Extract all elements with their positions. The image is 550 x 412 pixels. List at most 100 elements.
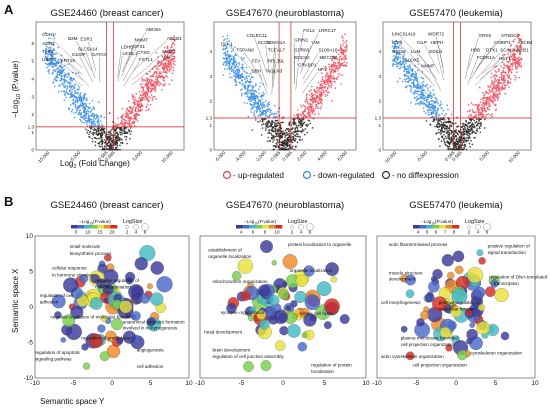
volcano-point [475, 113, 478, 116]
volcano-point [172, 67, 175, 69]
volcano-point [257, 96, 259, 98]
volcano-point [103, 145, 106, 147]
volcano-point [146, 94, 149, 97]
legend-down-label: - down-regulated [313, 171, 375, 180]
gene-leader-line [117, 49, 122, 78]
volcano-point [464, 145, 467, 147]
volcano-point [517, 66, 519, 68]
volcano-point [130, 122, 133, 125]
volcano-point [489, 98, 492, 100]
volcano-point [416, 102, 419, 105]
volcano-point [298, 118, 301, 121]
volcano-point [126, 107, 129, 110]
volcano-point [222, 74, 225, 76]
volcano-point [168, 83, 171, 86]
volcano-point [123, 125, 126, 127]
legend-down-marker [302, 170, 312, 180]
volcano-point [173, 57, 175, 60]
volcano-point [50, 54, 53, 56]
volcano-point [137, 113, 140, 116]
volcano-point [509, 55, 511, 58]
volcano-point [81, 104, 83, 107]
volcano-point [453, 144, 456, 147]
volcano-point [334, 81, 336, 83]
x-tick-label: -4,000 [234, 150, 247, 163]
volcano-point [230, 55, 232, 57]
volcano-point [456, 148, 459, 151]
y-tick-label: 0 [209, 148, 212, 153]
volcano-point [435, 125, 438, 128]
volcano-point [100, 127, 103, 130]
volcano-point [261, 107, 264, 109]
volcano-point [432, 89, 435, 92]
volcano-point [88, 133, 90, 136]
volcano-point [152, 95, 154, 98]
volcano-point [305, 124, 308, 126]
volcano-point [426, 109, 429, 111]
volcano-point [240, 66, 243, 69]
volcano-point [154, 95, 156, 98]
volcano-point [322, 82, 324, 85]
y-tick-label: 1.3 [28, 124, 35, 129]
volcano-point [256, 109, 258, 112]
volcano-point [157, 59, 159, 62]
volcano-point [513, 55, 516, 58]
volcano-point [163, 52, 165, 55]
gene-leader-line [50, 61, 83, 87]
volcano-point [48, 68, 51, 71]
volcano-point [110, 145, 112, 148]
volcano-point [98, 120, 100, 123]
volcano-point [245, 71, 248, 74]
volcano-point [248, 81, 250, 83]
volcano-point [435, 133, 437, 135]
volcano-point [90, 122, 93, 125]
volcano-point [488, 86, 490, 88]
volcano-point [412, 81, 415, 83]
volcano-point [81, 96, 84, 99]
volcano-point [74, 105, 77, 107]
gene-leader-line [272, 63, 276, 88]
volcano-point [494, 98, 496, 101]
volcano-point [148, 95, 150, 98]
volcano-point [394, 40, 397, 43]
volcano-point [80, 100, 83, 103]
volcano-point [279, 121, 282, 124]
volcano-point [337, 61, 339, 64]
go-term-bubble [452, 250, 465, 263]
volcano-point [516, 35, 518, 38]
volcano-point [511, 63, 514, 65]
volcano-point [468, 110, 471, 112]
volcano-point [121, 141, 124, 144]
gene-label: VIM [162, 55, 170, 60]
gene-label: MECOM [319, 55, 337, 60]
volcano-point [405, 86, 407, 89]
volcano-point [403, 63, 406, 66]
go-term-bubble [428, 280, 440, 293]
volcano-point [446, 144, 449, 147]
volcano-point [317, 89, 319, 92]
volcano-point [420, 102, 423, 105]
volcano-point [229, 58, 231, 61]
volcano-point [518, 34, 521, 37]
volcano-point [97, 132, 100, 135]
volcano-point [74, 104, 77, 106]
go-term-bubble [476, 321, 491, 335]
volcano-point [495, 71, 498, 73]
volcano-point [442, 109, 445, 112]
gene-label: NPY [317, 67, 326, 72]
gene-leader-line [123, 54, 138, 81]
go-term-bubble [273, 309, 288, 325]
volcano-point [144, 92, 147, 95]
volcano-point [238, 71, 241, 73]
volcano-point [163, 55, 166, 58]
volcano-point [270, 109, 272, 112]
volcano-point [412, 91, 415, 94]
colorbar-segment [452, 225, 460, 229]
volcano-point [483, 109, 486, 112]
volcano-point [400, 66, 402, 69]
volcano-point [282, 130, 284, 132]
volcano-point [69, 78, 72, 80]
volcano-point [107, 135, 110, 138]
volcano-point [300, 122, 303, 125]
volcano-point [316, 86, 318, 88]
